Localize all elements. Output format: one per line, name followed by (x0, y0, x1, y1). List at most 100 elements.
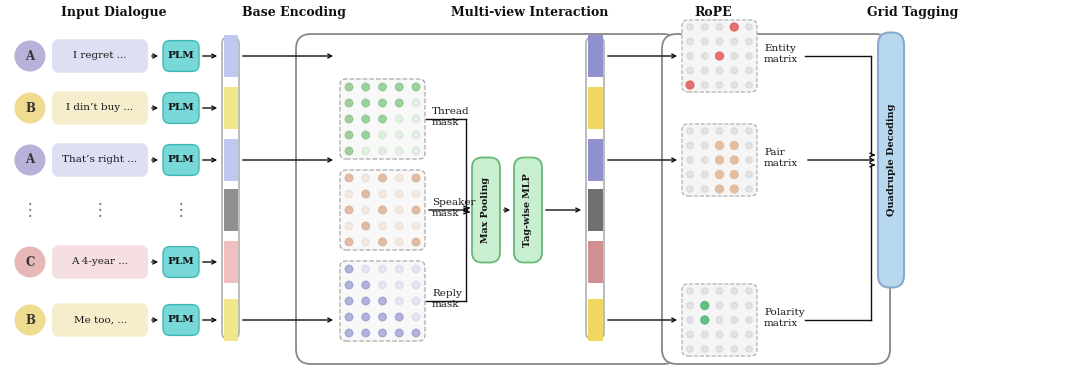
Circle shape (379, 99, 387, 107)
Circle shape (395, 190, 403, 198)
Circle shape (745, 317, 753, 323)
Circle shape (413, 174, 420, 182)
Circle shape (745, 331, 753, 338)
Circle shape (346, 238, 353, 246)
Circle shape (362, 83, 369, 91)
Text: That’s right ...: That’s right ... (63, 156, 137, 164)
Circle shape (413, 313, 420, 321)
Circle shape (413, 83, 420, 91)
Circle shape (362, 99, 369, 107)
Circle shape (730, 185, 739, 193)
Circle shape (346, 206, 353, 214)
Circle shape (716, 170, 724, 179)
Text: PLM: PLM (167, 156, 194, 164)
Circle shape (731, 331, 738, 338)
Text: ⋮: ⋮ (173, 201, 189, 219)
FancyBboxPatch shape (163, 41, 199, 71)
Circle shape (346, 265, 353, 273)
Text: A: A (26, 154, 35, 167)
Circle shape (687, 157, 693, 163)
Circle shape (395, 131, 403, 139)
Circle shape (687, 317, 693, 323)
Circle shape (346, 281, 353, 289)
Text: C: C (25, 255, 35, 268)
Text: PLM: PLM (167, 258, 194, 266)
Circle shape (745, 53, 753, 59)
Circle shape (745, 346, 753, 352)
Circle shape (716, 38, 723, 45)
Text: ⋮: ⋮ (22, 201, 38, 219)
Circle shape (346, 222, 353, 230)
Circle shape (362, 190, 369, 198)
Circle shape (362, 222, 369, 230)
FancyBboxPatch shape (163, 93, 199, 123)
Circle shape (716, 67, 723, 74)
Circle shape (745, 67, 753, 74)
Circle shape (379, 83, 387, 91)
Circle shape (701, 128, 708, 134)
Circle shape (716, 331, 723, 338)
Circle shape (731, 346, 738, 352)
Circle shape (346, 174, 353, 182)
Circle shape (413, 206, 420, 214)
Circle shape (346, 131, 353, 139)
Circle shape (730, 142, 739, 149)
Circle shape (745, 288, 753, 294)
Circle shape (730, 156, 739, 164)
FancyBboxPatch shape (878, 33, 904, 288)
Circle shape (701, 331, 708, 338)
Circle shape (745, 24, 753, 30)
Circle shape (716, 302, 723, 309)
Bar (224, 241, 238, 283)
Circle shape (413, 115, 420, 123)
Circle shape (379, 265, 387, 273)
Circle shape (687, 288, 693, 294)
Circle shape (716, 346, 723, 352)
Circle shape (395, 206, 403, 214)
Circle shape (379, 281, 387, 289)
Circle shape (701, 67, 708, 74)
Circle shape (731, 317, 738, 323)
Circle shape (379, 297, 387, 305)
FancyBboxPatch shape (163, 145, 199, 175)
FancyBboxPatch shape (340, 79, 426, 159)
Circle shape (395, 313, 403, 321)
Circle shape (413, 147, 420, 155)
Circle shape (395, 174, 403, 182)
Circle shape (687, 186, 693, 192)
Circle shape (716, 128, 723, 134)
Circle shape (687, 67, 693, 74)
Circle shape (14, 247, 45, 278)
Circle shape (379, 238, 387, 246)
Circle shape (346, 83, 353, 91)
Circle shape (413, 281, 420, 289)
FancyBboxPatch shape (681, 20, 757, 92)
FancyBboxPatch shape (222, 36, 239, 339)
FancyBboxPatch shape (586, 36, 604, 339)
Circle shape (14, 144, 45, 175)
Circle shape (362, 174, 369, 182)
Circle shape (395, 238, 403, 246)
Circle shape (395, 297, 403, 305)
Text: Polarity
matrix: Polarity matrix (764, 308, 805, 328)
Circle shape (731, 302, 738, 309)
Text: Entity
matrix: Entity matrix (764, 44, 798, 64)
Bar (588, 87, 603, 129)
FancyBboxPatch shape (52, 143, 148, 177)
Circle shape (379, 131, 387, 139)
Circle shape (716, 288, 723, 294)
Circle shape (395, 115, 403, 123)
Circle shape (379, 222, 387, 230)
Circle shape (395, 99, 403, 107)
Circle shape (379, 190, 387, 198)
Circle shape (379, 115, 387, 123)
Bar (588, 241, 603, 283)
Text: B: B (25, 313, 35, 326)
Circle shape (395, 329, 403, 337)
Text: PLM: PLM (167, 104, 194, 113)
FancyBboxPatch shape (472, 157, 500, 263)
FancyBboxPatch shape (163, 247, 199, 277)
Text: I regret ...: I regret ... (73, 51, 126, 61)
Circle shape (701, 186, 708, 192)
Circle shape (745, 186, 753, 192)
